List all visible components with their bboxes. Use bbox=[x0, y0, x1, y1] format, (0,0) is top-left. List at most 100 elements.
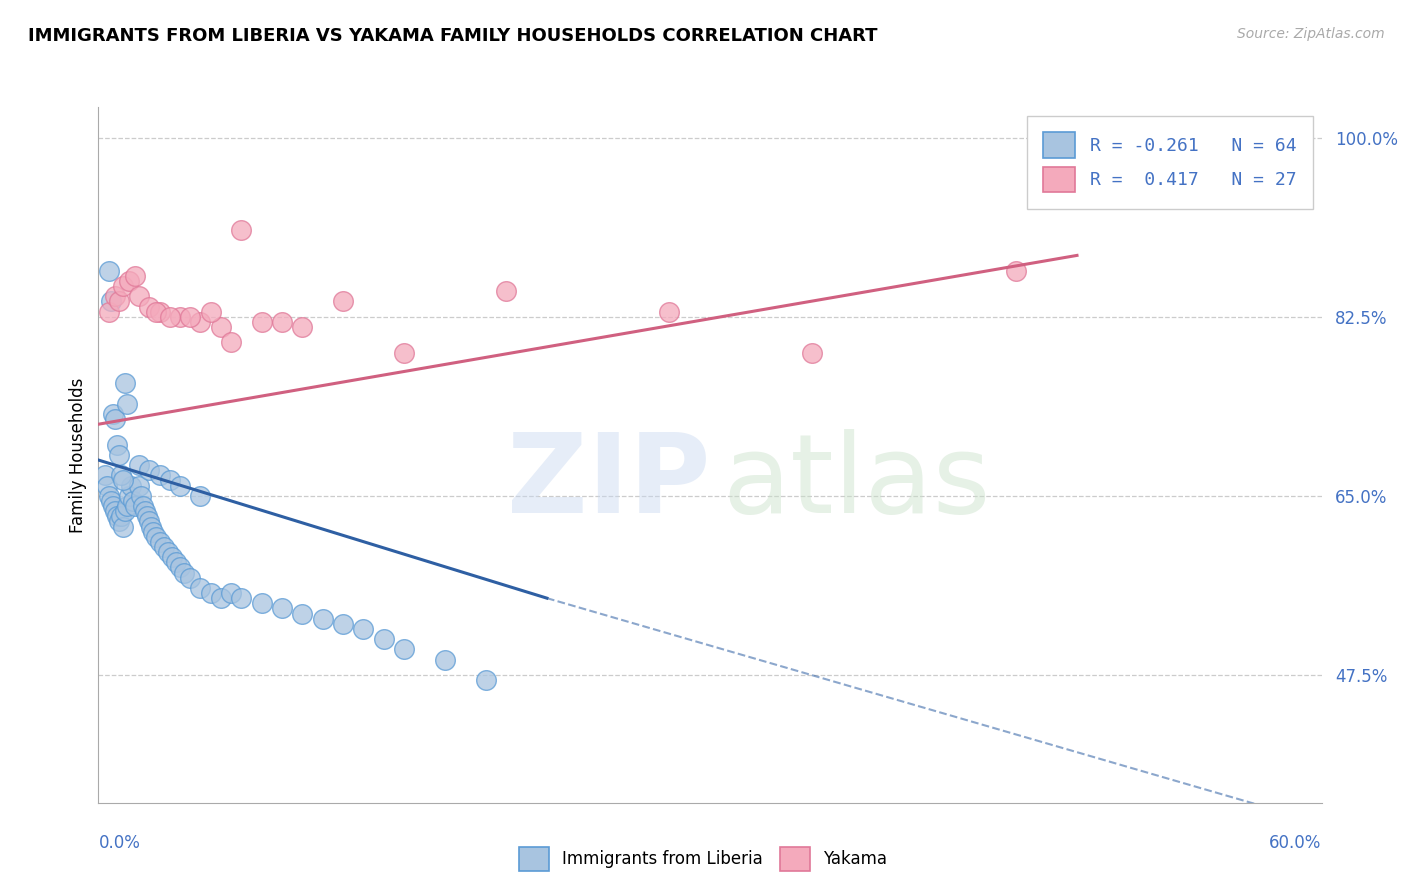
Point bbox=[120, 478, 142, 492]
Point bbox=[96, 478, 118, 492]
Point bbox=[128, 289, 150, 303]
Point bbox=[392, 642, 416, 657]
Point bbox=[291, 607, 314, 621]
Point bbox=[159, 474, 181, 488]
Point bbox=[179, 571, 201, 585]
Point bbox=[100, 494, 122, 508]
Point bbox=[1004, 264, 1026, 278]
Point bbox=[128, 478, 150, 492]
Point bbox=[160, 550, 183, 565]
Point bbox=[104, 504, 127, 518]
Point bbox=[115, 499, 138, 513]
Point bbox=[110, 468, 132, 483]
Point bbox=[209, 591, 232, 606]
Point bbox=[149, 468, 172, 483]
Point bbox=[110, 509, 132, 524]
Point bbox=[270, 601, 294, 615]
Point bbox=[219, 335, 242, 350]
Point bbox=[200, 304, 222, 318]
Point bbox=[159, 310, 181, 324]
Point bbox=[108, 515, 131, 529]
Point bbox=[373, 632, 395, 646]
Point bbox=[149, 534, 172, 549]
Point bbox=[97, 489, 120, 503]
Point bbox=[104, 412, 127, 426]
Point bbox=[104, 289, 127, 303]
Point bbox=[145, 530, 167, 544]
Legend: R = -0.261   N = 64, R =  0.417   N = 27: R = -0.261 N = 64, R = 0.417 N = 27 bbox=[1026, 116, 1313, 209]
Point bbox=[97, 264, 120, 278]
Point bbox=[93, 468, 115, 483]
Point bbox=[332, 294, 354, 309]
Point bbox=[332, 616, 354, 631]
Point bbox=[111, 474, 134, 488]
Point bbox=[101, 407, 124, 421]
Point bbox=[132, 499, 155, 513]
Point bbox=[136, 509, 159, 524]
Point bbox=[173, 566, 195, 580]
Point bbox=[115, 397, 138, 411]
Point bbox=[111, 519, 134, 533]
Point bbox=[129, 489, 152, 503]
Point bbox=[124, 499, 146, 513]
Point bbox=[149, 304, 172, 318]
Point bbox=[122, 494, 145, 508]
Point bbox=[97, 304, 120, 318]
Point bbox=[165, 555, 187, 569]
Point bbox=[352, 622, 374, 636]
Point bbox=[392, 345, 416, 359]
Text: Source: ZipAtlas.com: Source: ZipAtlas.com bbox=[1237, 27, 1385, 41]
Point bbox=[169, 478, 191, 492]
Point bbox=[169, 310, 191, 324]
Point bbox=[108, 294, 131, 309]
Point bbox=[156, 545, 179, 559]
Point bbox=[801, 345, 824, 359]
Point bbox=[118, 489, 141, 503]
Text: atlas: atlas bbox=[723, 429, 991, 536]
Point bbox=[474, 673, 498, 687]
Point bbox=[188, 315, 212, 329]
Point bbox=[145, 304, 167, 318]
Point bbox=[250, 596, 273, 610]
Point bbox=[231, 223, 253, 237]
Text: 0.0%: 0.0% bbox=[98, 834, 141, 852]
Point bbox=[179, 310, 201, 324]
Point bbox=[111, 279, 134, 293]
Point bbox=[250, 315, 273, 329]
Point bbox=[142, 524, 165, 539]
Point bbox=[138, 300, 160, 314]
Point bbox=[270, 315, 294, 329]
Point bbox=[100, 294, 122, 309]
Point bbox=[188, 489, 212, 503]
Point bbox=[105, 509, 128, 524]
Text: ZIP: ZIP bbox=[506, 429, 710, 536]
Point bbox=[169, 560, 191, 574]
Point bbox=[231, 591, 253, 606]
Point bbox=[495, 284, 517, 298]
Point bbox=[124, 268, 146, 283]
Point bbox=[219, 586, 242, 600]
Point bbox=[134, 504, 156, 518]
Point bbox=[128, 458, 150, 472]
Point bbox=[188, 581, 212, 595]
Point bbox=[152, 540, 174, 554]
Point bbox=[105, 438, 128, 452]
Text: IMMIGRANTS FROM LIBERIA VS YAKAMA FAMILY HOUSEHOLDS CORRELATION CHART: IMMIGRANTS FROM LIBERIA VS YAKAMA FAMILY… bbox=[28, 27, 877, 45]
Point bbox=[138, 515, 160, 529]
Y-axis label: Family Households: Family Households bbox=[69, 377, 87, 533]
Point bbox=[108, 448, 131, 462]
Point bbox=[114, 504, 136, 518]
Point bbox=[114, 376, 136, 391]
Point bbox=[209, 320, 232, 334]
Point bbox=[433, 652, 456, 666]
Point bbox=[101, 499, 124, 513]
Point bbox=[312, 612, 335, 626]
Point bbox=[141, 519, 163, 533]
Point bbox=[138, 463, 160, 477]
Point bbox=[118, 274, 141, 288]
Point bbox=[291, 320, 314, 334]
Point bbox=[200, 586, 222, 600]
Text: 60.0%: 60.0% bbox=[1270, 834, 1322, 852]
Point bbox=[658, 304, 681, 318]
Legend: Immigrants from Liberia, Yakama: Immigrants from Liberia, Yakama bbox=[510, 839, 896, 880]
